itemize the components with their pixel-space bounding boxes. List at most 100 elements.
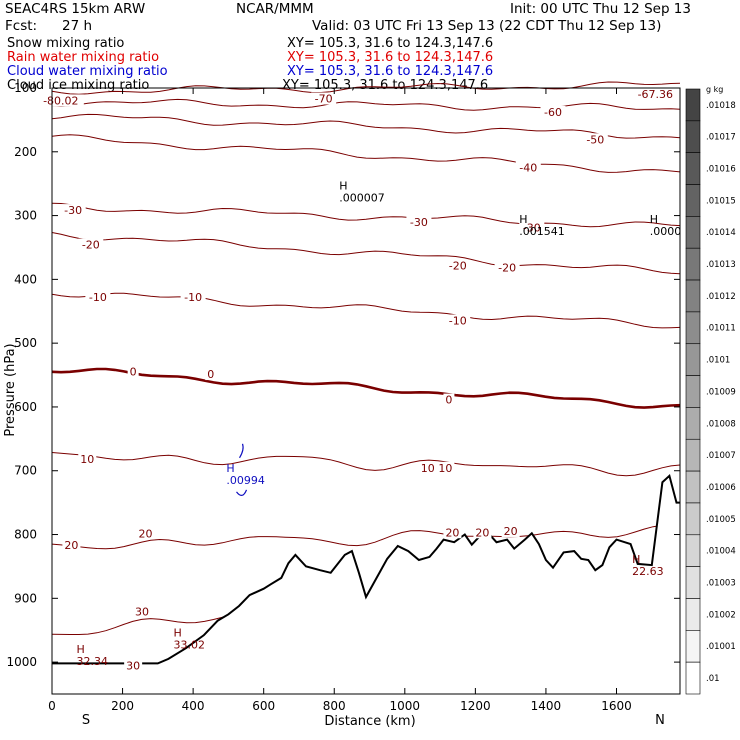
colorbar-swatch — [685, 534, 701, 567]
contour-line-20 — [51, 524, 681, 550]
contour-label-bg — [445, 314, 471, 327]
contour-label: -50 — [586, 133, 604, 146]
axes: 0 200 400 600 800 1000 1200 1400 160020030040050… — [6, 81, 680, 713]
extremum-value: .001541 — [519, 225, 565, 238]
contour-line-minus-40 — [51, 134, 681, 173]
extremum-mark: H — [173, 626, 181, 639]
extremum-mark: H — [519, 213, 527, 226]
contour-label: -67.36 — [638, 88, 673, 101]
contour-label: -30 — [410, 216, 428, 229]
extremum-mark: H — [226, 462, 234, 475]
colorbar-swatch — [685, 216, 701, 249]
contour-line-minus-20 — [51, 232, 681, 275]
contour-label-bg — [406, 216, 432, 229]
contour-label: -60 — [544, 106, 562, 119]
contour-label-bg — [311, 92, 337, 105]
contour-label-bg — [132, 605, 151, 618]
init-time: Init: 00 UTC Thu 12 Sep 13 — [510, 1, 691, 17]
contour-label: 10 — [80, 453, 94, 466]
colorbar-label: .01011 — [706, 324, 736, 334]
x-tick-label: 1200 — [460, 699, 491, 713]
y-tick-label: 800 — [14, 528, 37, 542]
y-axis-label: Pressure (hPa) — [3, 343, 18, 436]
x-tick-label: 800 — [323, 699, 346, 713]
valid-time: Valid: 03 UTC Fri 13 Sep 13 (22 CDT Thu … — [312, 18, 662, 34]
x-tick-label: 200 — [111, 699, 134, 713]
contour-label-bg — [60, 204, 86, 217]
contour-label: -10 — [449, 314, 467, 327]
contour-label: -10 — [89, 291, 107, 304]
contour-label-bg — [519, 221, 545, 234]
terrain-fill — [52, 475, 680, 694]
contour-line-minus-50 — [51, 113, 681, 139]
colorbar-swatch — [685, 630, 701, 663]
contour-label: -30 — [523, 221, 541, 234]
terrain-layer — [52, 473, 680, 694]
colorbar-swatch — [685, 598, 701, 631]
colorbar-swatch — [685, 661, 701, 695]
colorbar-label: .01 — [706, 674, 720, 684]
extremum-value: .0000 — [650, 225, 682, 238]
extremum-value: .00994 — [226, 474, 264, 487]
colorbar-swatch — [685, 470, 701, 504]
extremum-value: 33.02 — [173, 638, 205, 651]
contour-label-bg — [180, 290, 206, 303]
extremum-mark: H — [76, 643, 84, 656]
contour-label: 20 — [445, 526, 459, 539]
contour-label: 0 — [445, 394, 452, 407]
y-tick-label: 700 — [14, 464, 37, 478]
endpoint-left: S — [82, 713, 90, 728]
legend-rain-xy: XY= 105.3, 31.6 to 124.3,147.6 — [287, 50, 494, 65]
contour-label-bg — [37, 94, 84, 107]
contour-label: 0 — [130, 366, 137, 379]
cloud-water-contour — [236, 443, 248, 496]
contour-line-minus-60 — [51, 98, 681, 111]
extremum-mark: H — [339, 179, 347, 192]
contour-label: -10 — [184, 291, 202, 304]
contour-label-bg — [78, 238, 104, 251]
colorbar-label: .01006 — [706, 483, 736, 493]
contour-label: 20 — [138, 528, 152, 541]
colorbar-unit: g kg — [706, 85, 723, 94]
extremum-value: .000007 — [339, 191, 385, 204]
x-tick-label: 1600 — [601, 699, 632, 713]
colorbar-swatch — [685, 152, 701, 185]
y-tick-label: 1000 — [6, 655, 37, 669]
y-tick-label: 900 — [14, 591, 37, 605]
contour-line-0 — [51, 367, 681, 409]
contour-label-bg — [443, 393, 455, 406]
colorbar-swatch — [685, 375, 701, 408]
colorbar-label: .01009 — [706, 387, 736, 397]
contour-line-10 — [51, 452, 681, 477]
colorbar-label: .01001 — [706, 642, 736, 652]
forecast-hours: 27 h — [62, 18, 93, 34]
cloud-water-contour-top — [239, 443, 244, 459]
contour-label-bg — [62, 539, 81, 552]
legend-cloudice-xy: XY= 105.3, 31.6 to 124.3,147.6 — [282, 78, 489, 93]
colorbar-swatch — [685, 279, 701, 313]
contour-label-bg — [127, 365, 139, 378]
colorbar-label: .01018 — [706, 101, 736, 111]
contour-label-bg — [85, 290, 111, 303]
endpoint-right: N — [655, 713, 665, 728]
contour-label: -20 — [498, 262, 516, 275]
extremum-value: 32.34 — [76, 655, 108, 668]
colorbar-label: .01013 — [706, 260, 736, 270]
contour-line-minus-30 — [51, 202, 681, 228]
x-tick-label: 1000 — [390, 699, 421, 713]
x-tick-label: 0 — [48, 699, 56, 713]
contour-label-bg — [515, 161, 541, 174]
colorbar-label: .01005 — [706, 515, 736, 525]
y-tick-label: 200 — [14, 145, 37, 159]
colorbar-label: .01017 — [706, 133, 736, 143]
terrain-line — [52, 473, 680, 665]
plot-frame — [51, 87, 681, 695]
colorbar-swatch — [685, 438, 701, 472]
extrema-markers: H.000007H.001541H.0000H.00994H32.34H33.0… — [76, 179, 681, 668]
contour-label: 30 — [126, 660, 140, 673]
contour-line-minus-10 — [51, 292, 681, 329]
cloud-water-contour-bottom — [236, 489, 248, 496]
colorbar-label: .01007 — [706, 451, 736, 461]
legend-cloudwater-label: Cloud water mixing ratio — [7, 64, 168, 79]
colorbar-swatch — [685, 407, 701, 440]
